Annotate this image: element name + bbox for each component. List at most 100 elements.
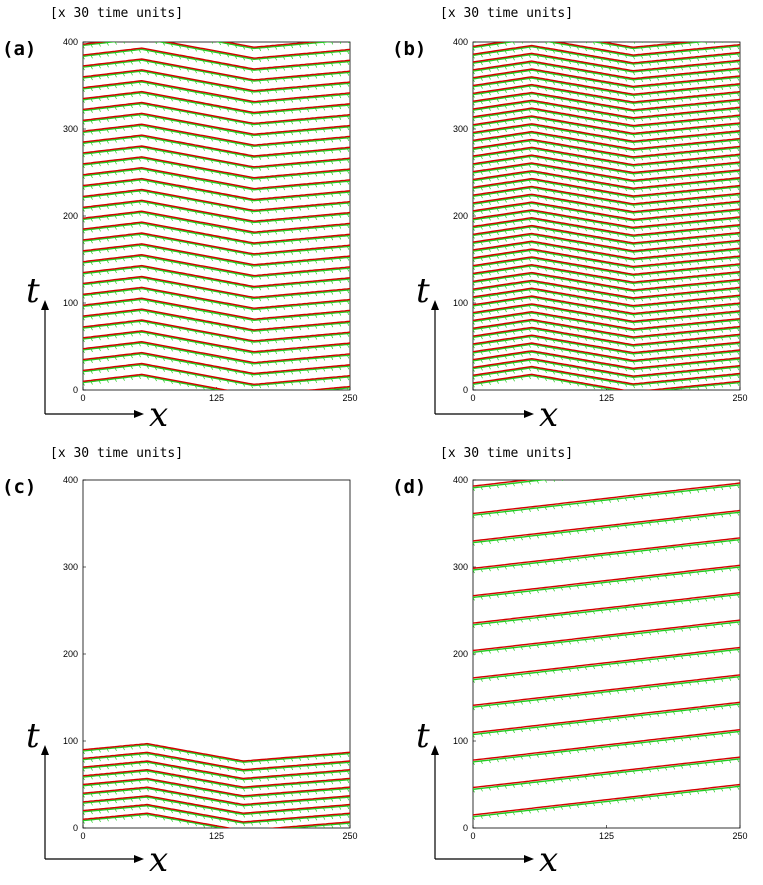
front-tick: [528, 336, 531, 340]
front-tick: [504, 222, 507, 227]
front-tick: [218, 801, 221, 805]
front-tick: [520, 564, 523, 568]
front-tick: [138, 299, 141, 303]
front-tick: [178, 371, 181, 375]
front-tick: [291, 393, 293, 396]
front-tick: [162, 791, 165, 795]
front-tick: [314, 260, 318, 264]
front-tick: [266, 286, 270, 290]
front-tick: [616, 553, 619, 557]
front-tick: [138, 103, 141, 108]
front-tick: [194, 822, 197, 827]
front-tick: [632, 126, 636, 130]
front-tick: [488, 162, 491, 166]
front-tick: [560, 349, 563, 353]
front-tick: [194, 770, 197, 775]
front-tick: [202, 245, 205, 249]
front-tick: [146, 753, 149, 757]
front-tick: [544, 753, 547, 757]
front-tick: [512, 620, 515, 624]
front-tick: [632, 71, 636, 76]
front-tick: [306, 326, 310, 330]
front-tick: [496, 357, 499, 361]
front-tick: [154, 746, 157, 750]
front-tick: [298, 218, 302, 222]
front-tick: [114, 161, 117, 165]
front-tick: [496, 153, 499, 157]
front-line-upper: [473, 248, 740, 268]
front-tick: [592, 104, 595, 108]
front-tick: [544, 87, 547, 92]
front-tick: [560, 806, 563, 810]
front-tick: [258, 769, 262, 773]
front-tick: [656, 713, 660, 717]
front-tick: [178, 262, 181, 267]
front-tick: [347, 311, 350, 316]
front-tick: [194, 211, 197, 215]
front-tick: [520, 110, 523, 115]
front-tick: [106, 774, 109, 778]
front-tick: [298, 44, 302, 48]
front-tick: [536, 204, 539, 208]
front-tick: [688, 105, 692, 109]
front-tick: [250, 778, 254, 783]
front-tick: [146, 213, 149, 217]
front-tick: [314, 162, 318, 166]
front-tick: [488, 131, 491, 135]
front-tick: [146, 267, 149, 271]
front-tick: [480, 335, 483, 340]
front-tick: [544, 158, 547, 162]
front-tick: [178, 793, 181, 798]
front-tick: [504, 152, 507, 156]
front-tick: [306, 195, 310, 200]
front-tick: [648, 125, 652, 129]
front-tick: [568, 668, 571, 672]
front-tick: [536, 507, 539, 512]
front-tick: [544, 268, 547, 272]
front-tick: [226, 326, 229, 330]
front-line-upper: [83, 319, 350, 342]
front-tick: [138, 806, 141, 810]
front-tick: [473, 321, 475, 325]
front-tick: [290, 164, 294, 168]
front-tick: [258, 330, 262, 334]
front-tick: [600, 340, 603, 344]
front-tick: [504, 703, 507, 707]
front-tick: [512, 378, 515, 382]
front-tick: [632, 551, 636, 555]
front-tick: [696, 489, 700, 493]
front-tick: [504, 160, 507, 164]
front-tick: [314, 808, 318, 812]
front-tick: [528, 645, 531, 650]
y-tick-label: 0: [73, 823, 78, 833]
front-tick: [488, 209, 491, 213]
front-tick: [170, 141, 173, 145]
front-tick: [258, 221, 262, 226]
front-tick: [664, 311, 668, 315]
front-tick: [577, 31, 579, 34]
front-tick: [664, 139, 668, 143]
front-tick: [306, 119, 310, 123]
front-tick: [290, 784, 294, 788]
front-tick: [536, 329, 539, 333]
front-tick: [298, 370, 302, 374]
front-tick: [234, 795, 238, 799]
front-tick: [721, 32, 723, 35]
front-tick: [489, 37, 491, 40]
front-tick: [290, 186, 294, 190]
front-tick: [83, 164, 85, 169]
front-tick: [122, 181, 125, 186]
front-tick: [624, 148, 628, 153]
front-tick: [720, 258, 724, 263]
front-tick: [130, 224, 133, 228]
front-tick: [330, 117, 334, 121]
front-tick: [178, 153, 181, 158]
front-tick: [106, 281, 109, 285]
front-tick: [250, 123, 254, 128]
front-tick: [162, 227, 165, 231]
front-tick: [473, 274, 475, 278]
front-tick: [648, 101, 652, 105]
front-tick: [114, 248, 117, 252]
front-tick: [481, 39, 483, 42]
front-tick: [170, 348, 173, 352]
